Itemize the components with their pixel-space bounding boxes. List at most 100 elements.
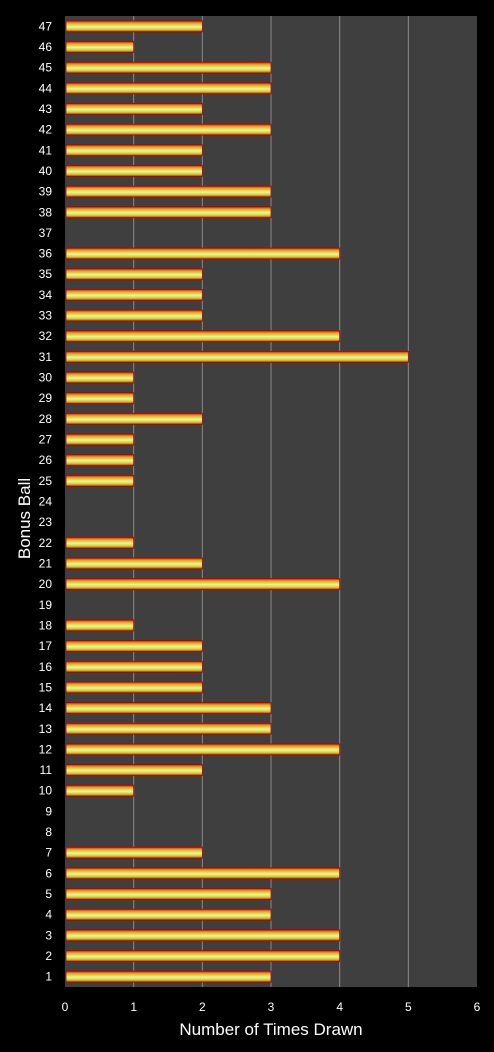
bars [65, 20, 409, 983]
y-tick-30: 30 [39, 371, 53, 385]
x-tick-labels: 0 1 2 3 4 5 6 [62, 1000, 481, 1014]
y-tick-25: 25 [39, 474, 53, 488]
y-tick-1: 1 [45, 970, 52, 984]
y-tick-5: 5 [45, 887, 52, 901]
bar-18 [65, 619, 135, 632]
y-tick-20: 20 [39, 577, 53, 591]
y-tick-41: 41 [39, 143, 53, 157]
y-tick-32: 32 [39, 329, 53, 343]
y-tick-14: 14 [39, 701, 53, 715]
y-tick-7: 7 [45, 846, 52, 860]
y-tick-26: 26 [39, 453, 53, 467]
x-tick-0: 0 [62, 1000, 69, 1014]
y-tick-9: 9 [45, 804, 52, 818]
y-tick-42: 42 [39, 123, 53, 137]
bar-1 [65, 970, 272, 983]
y-tick-34: 34 [39, 288, 53, 302]
y-axis-title: Bonus Ball [15, 478, 34, 559]
y-tick-23: 23 [39, 515, 53, 529]
y-tick-46: 46 [39, 40, 53, 54]
bar-26 [65, 454, 135, 467]
y-tick-2: 2 [45, 949, 52, 963]
y-tick-22: 22 [39, 536, 53, 550]
y-tick-29: 29 [39, 391, 53, 405]
y-tick-36: 36 [39, 247, 53, 261]
y-tick-16: 16 [39, 660, 53, 674]
bar-31 [65, 350, 409, 363]
bar-38 [65, 206, 272, 219]
bar-42 [65, 123, 272, 136]
bar-4 [65, 908, 272, 921]
y-tick-21: 21 [39, 556, 53, 570]
y-tick-10: 10 [39, 784, 53, 798]
x-tick-3: 3 [268, 1000, 275, 1014]
y-tick-8: 8 [45, 825, 52, 839]
x-tick-6: 6 [474, 1000, 481, 1014]
y-tick-37: 37 [39, 226, 53, 240]
y-tick-44: 44 [39, 81, 53, 95]
y-tick-27: 27 [39, 433, 53, 447]
bar-30 [65, 371, 135, 384]
y-tick-17: 17 [39, 639, 53, 653]
bar-43 [65, 103, 203, 115]
bar-17 [65, 640, 203, 653]
bar-21 [65, 557, 203, 570]
y-tick-4: 4 [45, 908, 52, 922]
bar-5 [65, 888, 272, 900]
bar-41 [65, 144, 203, 157]
y-tick-45: 45 [39, 61, 53, 75]
gridlines [133, 16, 409, 987]
y-tick-13: 13 [39, 722, 53, 736]
bar-36 [65, 247, 341, 260]
y-tick-labels: 1234567891011121314151617181920212223242… [39, 19, 53, 983]
bar-46 [65, 41, 135, 53]
bar-10 [65, 784, 135, 797]
bar-7 [65, 846, 203, 859]
bar-33 [65, 309, 203, 322]
bar-20 [65, 578, 341, 591]
x-tick-4: 4 [336, 1000, 343, 1014]
y-tick-43: 43 [39, 102, 53, 116]
bar-35 [65, 268, 203, 281]
x-tick-1: 1 [130, 1000, 137, 1014]
bar-40 [65, 165, 203, 177]
y-tick-35: 35 [39, 267, 53, 281]
bar-6 [65, 867, 341, 880]
bar-15 [65, 681, 203, 694]
y-tick-38: 38 [39, 205, 53, 219]
bar-22 [65, 536, 135, 549]
y-tick-39: 39 [39, 185, 53, 199]
bar-47 [65, 20, 203, 33]
bar-16 [65, 660, 203, 673]
bar-14 [65, 702, 272, 714]
bar-28 [65, 412, 203, 425]
y-tick-19: 19 [39, 598, 53, 612]
bar-13 [65, 722, 272, 735]
bar-12 [65, 743, 341, 756]
bar-25 [65, 474, 135, 487]
y-tick-24: 24 [39, 495, 53, 509]
y-tick-12: 12 [39, 742, 53, 756]
bar-34 [65, 289, 203, 301]
y-tick-3: 3 [45, 928, 52, 942]
y-tick-33: 33 [39, 309, 53, 323]
x-axis-title: Number of Times Drawn [179, 1020, 362, 1039]
bar-44 [65, 82, 272, 95]
y-tick-11: 11 [40, 763, 53, 777]
y-tick-40: 40 [39, 164, 53, 178]
bar-45 [65, 61, 272, 74]
x-tick-2: 2 [199, 1000, 206, 1014]
bar-3 [65, 929, 341, 942]
y-tick-6: 6 [45, 866, 52, 880]
bar-27 [65, 433, 135, 446]
bar-39 [65, 185, 272, 198]
bar-32 [65, 330, 341, 343]
bar-2 [65, 950, 341, 962]
x-tick-5: 5 [405, 1000, 412, 1014]
y-tick-18: 18 [39, 618, 53, 632]
bar-11 [65, 764, 203, 776]
y-tick-15: 15 [39, 680, 53, 694]
bar-29 [65, 392, 135, 405]
y-tick-28: 28 [39, 412, 53, 426]
